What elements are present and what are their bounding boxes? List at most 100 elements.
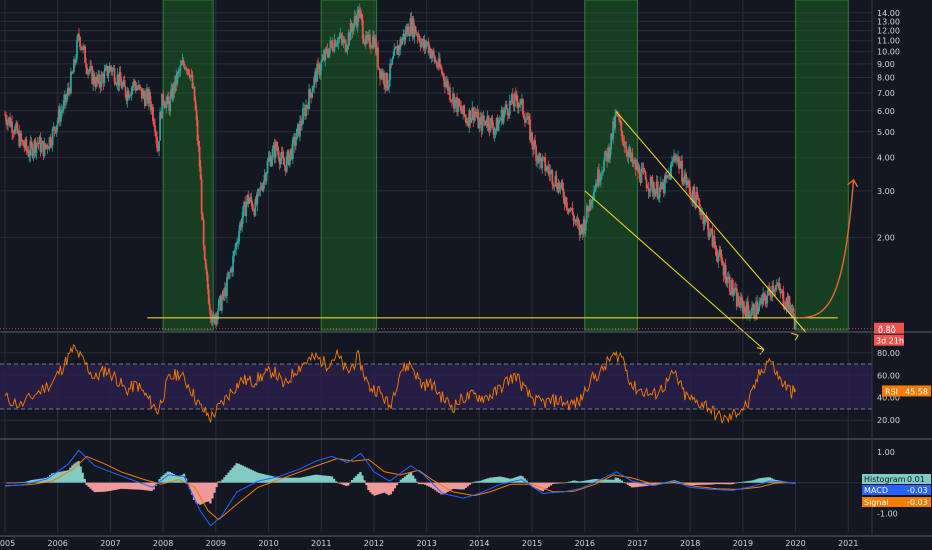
macd-histogram-bar xyxy=(357,473,360,483)
candle-body xyxy=(745,309,747,318)
candle-body xyxy=(132,80,135,86)
candle-body xyxy=(36,142,39,144)
macd-histogram-bar xyxy=(63,471,66,483)
macd-histogram-bar xyxy=(440,482,443,495)
macd-histogram-bar xyxy=(334,481,338,483)
candle-body xyxy=(170,88,173,96)
candle-body xyxy=(33,140,36,152)
macd-legend-value-badge xyxy=(905,497,931,507)
candle-body xyxy=(559,185,562,190)
candle-body xyxy=(702,212,705,225)
candle-body xyxy=(507,114,510,116)
macd-histogram-bar xyxy=(128,482,131,490)
candle-body xyxy=(522,99,524,114)
candle-body xyxy=(601,173,603,174)
macd-histogram-bar xyxy=(401,478,405,483)
candle-body xyxy=(488,127,491,131)
candle-body xyxy=(698,199,701,208)
candle-body xyxy=(288,154,291,166)
macd-histogram-bar xyxy=(34,479,38,483)
candle-body xyxy=(350,22,353,29)
candle-body xyxy=(100,74,103,88)
year-tick-label: 2012 xyxy=(364,539,384,548)
candle-body xyxy=(583,219,586,232)
year-tick-label: 2018 xyxy=(680,539,700,548)
macd-histogram-bar xyxy=(640,482,644,487)
candle-body xyxy=(289,148,292,155)
rsi-line xyxy=(4,343,797,424)
candle-body xyxy=(196,119,199,141)
macd-histogram-bar xyxy=(693,482,697,486)
candle-body xyxy=(575,219,578,222)
candle-body xyxy=(409,18,412,36)
macd-histogram-bar xyxy=(292,477,295,483)
candle-body xyxy=(126,90,129,101)
macd-histogram-bar xyxy=(618,479,622,483)
macd-histogram-bar xyxy=(525,480,528,483)
macd-legend-value-badge xyxy=(905,485,931,495)
candle-body xyxy=(366,35,369,40)
candle-body xyxy=(558,182,561,190)
macd-histogram-bar xyxy=(569,481,573,483)
candle-body xyxy=(77,34,79,40)
candle-body xyxy=(120,81,123,89)
candle-body xyxy=(316,63,319,82)
macd-histogram-bar xyxy=(259,473,263,483)
candle-body xyxy=(195,109,198,120)
candle-body xyxy=(481,116,484,131)
candle-body xyxy=(495,118,498,130)
macd-histogram-bar xyxy=(541,482,544,492)
candle-body xyxy=(155,131,157,137)
candle-body xyxy=(304,108,306,117)
candle-body xyxy=(318,63,321,75)
candle-body xyxy=(539,153,542,159)
candle-body xyxy=(300,120,302,126)
macd-histogram-bar xyxy=(369,482,372,493)
candle-body xyxy=(22,140,25,146)
candle-body xyxy=(177,71,180,74)
candle-body xyxy=(408,35,411,37)
macd-histogram-bar xyxy=(85,482,88,486)
candle-body xyxy=(562,188,565,199)
candle-body xyxy=(526,118,528,120)
macd-histogram-bar xyxy=(209,482,212,504)
candle-body xyxy=(274,142,277,158)
macd-histogram-bar xyxy=(314,474,317,483)
candle-body xyxy=(665,175,668,179)
candle-body xyxy=(267,157,270,162)
macd-histogram-bar xyxy=(511,478,514,483)
candle-body xyxy=(565,197,568,209)
candle-body xyxy=(368,34,371,48)
macd-histogram-bar xyxy=(219,481,222,483)
candle-body xyxy=(547,166,550,171)
candle-body xyxy=(87,70,90,74)
candle-body xyxy=(660,182,663,189)
candle-body xyxy=(209,310,212,319)
candle-body xyxy=(790,310,793,313)
candle-body xyxy=(540,158,543,169)
candle-body xyxy=(550,170,553,172)
candle-body xyxy=(163,101,166,106)
candle-body xyxy=(444,82,447,87)
candle-body xyxy=(186,69,189,71)
candle-body xyxy=(119,72,122,82)
candle-body xyxy=(686,183,689,185)
candle-body xyxy=(215,314,218,320)
candle-body xyxy=(473,111,476,121)
candle-body xyxy=(553,185,556,186)
candle-body xyxy=(287,150,290,166)
candle-body xyxy=(462,105,465,114)
candle-body xyxy=(634,160,637,170)
candle-body xyxy=(684,174,686,177)
candle-body xyxy=(198,146,201,167)
candle-body xyxy=(732,293,735,295)
candle-body xyxy=(777,283,780,286)
macd-histogram-bar xyxy=(349,482,352,484)
candle-body xyxy=(584,222,587,232)
candle-body xyxy=(167,96,170,104)
candle-body xyxy=(246,194,249,204)
candle-body xyxy=(416,33,419,38)
candle-body xyxy=(454,99,456,109)
candle-body xyxy=(774,288,777,290)
candle-body xyxy=(604,151,606,161)
